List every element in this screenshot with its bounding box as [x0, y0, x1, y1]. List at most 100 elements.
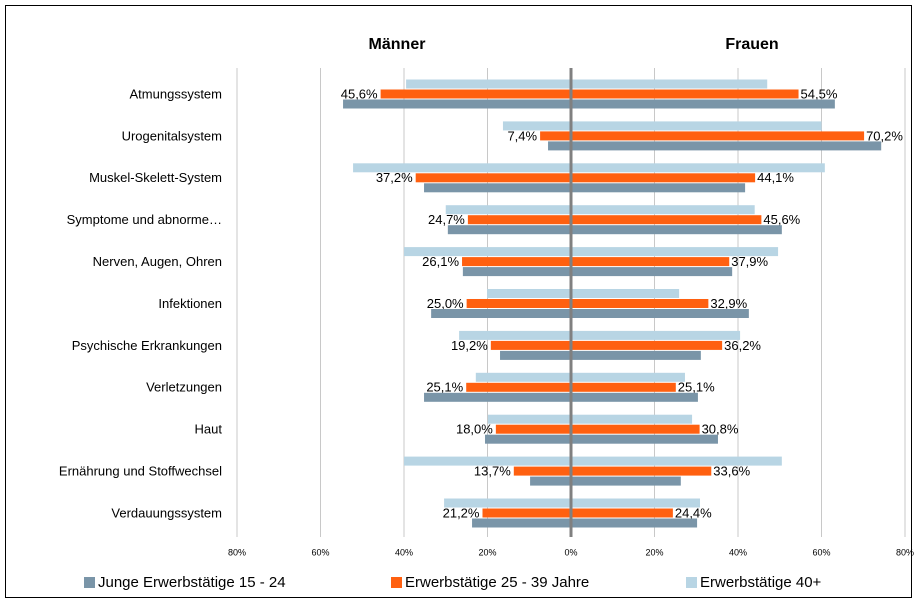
x-tick-label: 60%	[311, 547, 329, 557]
group-title: Frauen	[725, 36, 778, 53]
bar	[571, 309, 749, 318]
x-tick-label: 80%	[896, 547, 914, 557]
category-label: Infektionen	[158, 296, 222, 311]
x-tick-label: 20%	[645, 547, 663, 557]
bar	[571, 247, 779, 257]
bar	[487, 414, 571, 424]
x-tick-label: 60%	[812, 547, 830, 557]
category-label: Symptome und abnorme…	[67, 212, 222, 227]
x-tick-label: 0%	[564, 547, 577, 557]
data-label: 21,2%	[443, 505, 480, 520]
legend-swatch	[391, 577, 402, 588]
bar	[571, 456, 782, 466]
bar	[415, 173, 571, 183]
legend-label: Junge Erwerbstätige 15 - 24	[98, 574, 286, 591]
bar	[571, 392, 698, 402]
bar	[571, 424, 700, 434]
bar	[571, 131, 865, 141]
bar	[487, 289, 571, 298]
category-label: Psychische Erkrankungen	[72, 338, 222, 353]
bar	[571, 508, 673, 518]
bar	[571, 183, 746, 193]
data-label: 18,0%	[456, 422, 493, 437]
category-label: Verdauungssystem	[111, 505, 222, 520]
bar	[466, 299, 571, 308]
bar	[431, 309, 571, 318]
bar	[571, 215, 762, 225]
bar	[490, 340, 571, 350]
bar	[571, 350, 701, 360]
legend-label: Erwerbstätige 25 - 39 Jahre	[405, 574, 589, 591]
legend-swatch	[84, 577, 95, 588]
bar	[571, 299, 709, 308]
category-label: Verletzungen	[146, 380, 222, 395]
bar	[404, 456, 571, 466]
data-label: 33,6%	[713, 464, 750, 479]
bar	[571, 141, 882, 151]
bar	[571, 340, 723, 350]
category-label: Atmungssystem	[130, 86, 222, 101]
bar	[472, 518, 571, 528]
bar	[571, 163, 825, 173]
bar	[571, 476, 681, 486]
data-label: 25,1%	[426, 380, 463, 395]
data-label: 24,7%	[428, 212, 465, 227]
data-label: 45,6%	[341, 86, 378, 101]
bar	[495, 424, 571, 434]
bar	[571, 372, 685, 382]
data-label: 45,6%	[763, 212, 800, 227]
bar	[459, 330, 571, 340]
legend-label: Erwerbstätige 40+	[700, 574, 822, 591]
category-label: Nerven, Augen, Ohren	[93, 254, 222, 269]
data-label: 70,2%	[866, 128, 903, 143]
bar	[571, 498, 701, 508]
bar	[571, 267, 733, 277]
x-tick-label: 40%	[395, 547, 413, 557]
data-label: 36,2%	[724, 338, 761, 353]
bar	[447, 225, 571, 235]
bar	[482, 508, 571, 518]
bar	[530, 476, 571, 486]
bar	[513, 466, 571, 476]
group-title: Männer	[369, 36, 426, 53]
bar	[343, 99, 571, 109]
x-tick-label: 20%	[478, 547, 496, 557]
bar	[571, 121, 822, 131]
bar	[424, 183, 571, 193]
data-label: 13,7%	[474, 464, 511, 479]
bar	[571, 205, 755, 215]
bar	[571, 466, 712, 476]
data-label: 25,1%	[678, 380, 715, 395]
legend-swatch	[686, 577, 697, 588]
data-label: 25,0%	[427, 296, 464, 311]
bar	[353, 163, 571, 173]
x-tick-label: 80%	[228, 547, 246, 557]
category-label: Muskel-Skelett-System	[89, 170, 222, 185]
bar	[484, 434, 571, 444]
bar	[571, 257, 730, 267]
bar	[571, 89, 799, 99]
bar	[540, 131, 571, 141]
bar	[424, 392, 571, 402]
bar	[571, 289, 680, 298]
bar	[462, 257, 571, 267]
data-label: 44,1%	[757, 170, 794, 185]
data-label: 30,8%	[702, 422, 739, 437]
data-label: 26,1%	[422, 254, 459, 269]
bar	[502, 121, 571, 131]
category-label: Ernährung und Stoffwechsel	[59, 464, 222, 479]
bar	[571, 330, 741, 340]
bar	[571, 225, 782, 235]
bar	[380, 89, 571, 99]
bar	[475, 372, 571, 382]
bar	[571, 79, 768, 89]
data-label: 37,2%	[376, 170, 413, 185]
data-label: 37,9%	[731, 254, 768, 269]
category-label: Urogenitalsystem	[122, 128, 222, 143]
data-label: 32,9%	[710, 296, 747, 311]
bar	[466, 382, 571, 392]
bar	[445, 205, 571, 215]
bar	[571, 518, 698, 528]
bar	[571, 382, 676, 392]
